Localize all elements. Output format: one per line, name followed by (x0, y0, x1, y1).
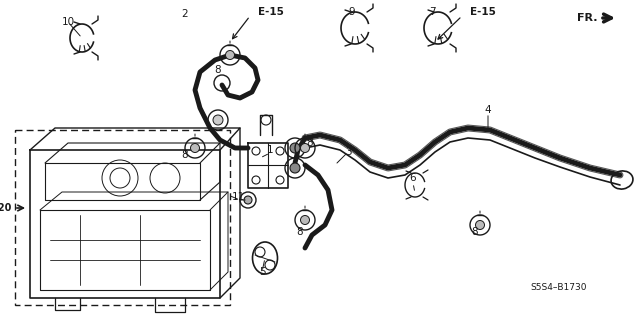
Circle shape (301, 144, 310, 152)
Bar (15, 130, 230, 305)
Text: E-15: E-15 (258, 7, 284, 17)
Text: B-17-20: B-17-20 (0, 203, 12, 213)
Text: 8: 8 (214, 65, 221, 75)
Circle shape (225, 50, 234, 60)
Text: 8: 8 (472, 227, 478, 237)
Text: 4: 4 (484, 105, 492, 115)
Text: E-15: E-15 (470, 7, 496, 17)
Text: 9: 9 (349, 7, 355, 17)
Circle shape (290, 143, 300, 153)
Text: FR.: FR. (577, 13, 597, 23)
Text: 1: 1 (267, 145, 273, 155)
Text: S5S4–B1730: S5S4–B1730 (530, 284, 586, 293)
Circle shape (301, 216, 310, 225)
Circle shape (476, 220, 484, 229)
Text: 3: 3 (345, 147, 351, 157)
Text: 8: 8 (297, 227, 303, 237)
Text: 10: 10 (61, 17, 75, 27)
Text: 8: 8 (307, 138, 314, 148)
Circle shape (191, 144, 200, 152)
Text: 2: 2 (182, 9, 188, 19)
Text: 7: 7 (429, 7, 435, 17)
Text: 5: 5 (259, 267, 266, 277)
Text: 11: 11 (232, 192, 244, 202)
Text: 8: 8 (182, 150, 188, 160)
Circle shape (290, 163, 300, 173)
Text: 6: 6 (410, 173, 416, 183)
Circle shape (244, 196, 252, 204)
Circle shape (213, 115, 223, 125)
